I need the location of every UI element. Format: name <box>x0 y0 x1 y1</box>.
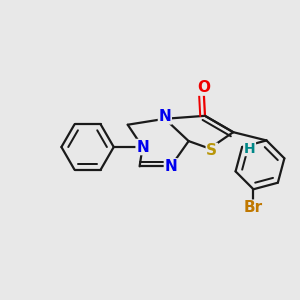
Text: N: N <box>158 109 171 124</box>
Text: N: N <box>164 159 177 174</box>
Text: H: H <box>244 142 255 155</box>
Text: N: N <box>136 140 149 154</box>
Text: S: S <box>206 143 217 158</box>
Text: Br: Br <box>244 200 263 215</box>
Text: O: O <box>197 80 210 95</box>
